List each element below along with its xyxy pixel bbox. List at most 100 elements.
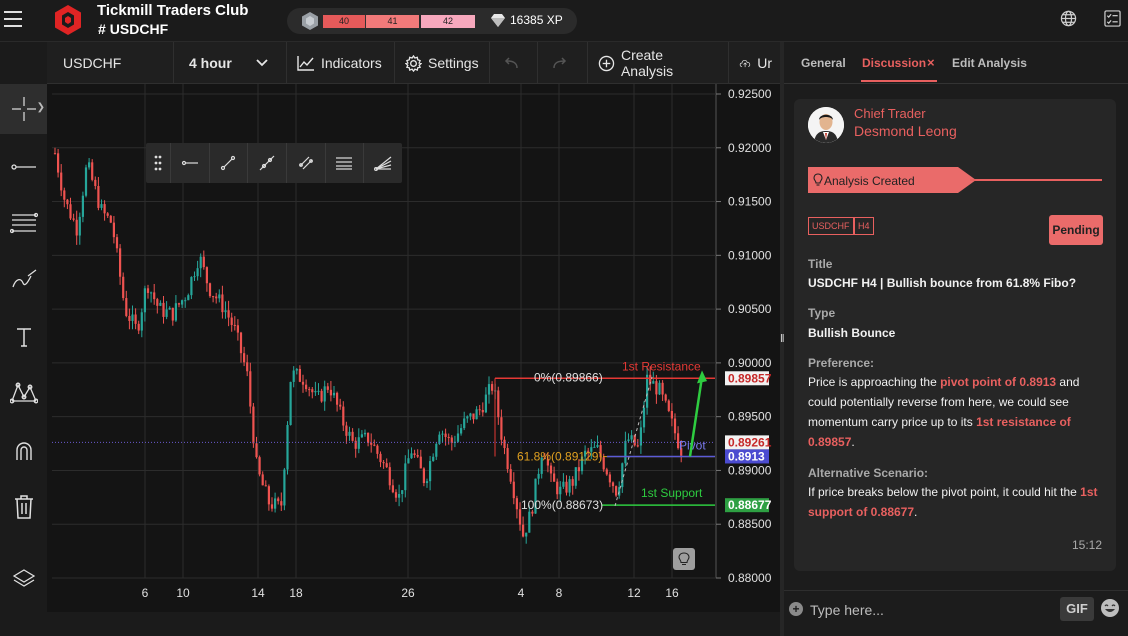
horizontal-ray-button[interactable] [169,143,209,183]
candle-body [131,314,134,321]
candle-body [140,312,143,331]
close-tab-icon[interactable]: × [927,55,935,70]
redo-button[interactable] [538,42,588,84]
line-tool[interactable] [0,142,47,192]
tab-general[interactable]: General [801,56,846,70]
interval-selector[interactable]: 4 hour [174,42,287,84]
redo-icon [552,57,566,69]
candle-body [323,386,326,402]
candle-body [509,469,512,482]
candle-body [252,406,255,444]
candle-body [416,454,419,457]
undo-button[interactable] [490,42,538,84]
candlestick-chart[interactable]: 1st Resistance0%(0.89866)61.8%(0.89129)P… [47,84,782,612]
candle-body [472,413,475,420]
layers-tool[interactable] [0,554,47,604]
x-tick-label: 8 [556,586,563,600]
message-composer: + GIF [784,590,1128,630]
horizontal-line-icon [10,164,36,170]
candle-body [630,435,633,440]
candle-body [295,368,298,371]
fib-levels-button[interactable] [324,143,364,183]
candle-body [599,445,602,458]
candle-body [332,392,336,396]
candle-body [119,248,122,277]
resistance-tag-label: 0.89857 [728,371,772,385]
candle-body [187,295,190,301]
candle-body [81,195,84,217]
xp-value: 16385 XP [510,13,563,27]
candle-body [444,433,447,437]
emoji-icon[interactable] [1100,598,1120,618]
candle-body [379,453,382,463]
candle-body [122,276,125,299]
pivot-tag-label: 0.8913 [728,449,765,463]
candle-body [624,440,627,464]
upload-button[interactable]: Ur [729,42,782,84]
extended-line-button[interactable] [247,143,286,183]
gif-button[interactable]: GIF [1060,597,1094,621]
candle-body [156,299,159,306]
candle-body [342,406,345,426]
fib-fan-button[interactable] [363,143,402,183]
chevron-right-icon[interactable]: ❯ [36,102,45,113]
floating-draw-toolbar [146,143,402,183]
create-analysis-button[interactable]: Create Analysis [588,42,729,84]
candle-body [568,479,571,493]
fib-618-label: 61.8%(0.89129) [517,450,602,464]
chart-footer [47,612,782,636]
candle-body [277,498,280,502]
trader-name[interactable]: Desmond Leong [854,123,957,139]
candle-body [91,162,94,180]
parallel-channel-button[interactable] [285,143,325,183]
pivot-tag [725,449,769,464]
tickmill-logo[interactable] [52,4,84,36]
crosshair-tool[interactable]: ❯ [0,84,47,134]
candle-body [435,443,438,457]
y-tick-label: 0.90500 [728,302,772,316]
crosshair-icon [11,97,36,121]
indicators-button[interactable]: Indicators [287,42,395,84]
settings-button[interactable]: Settings [395,42,490,84]
message-input[interactable] [810,600,1050,620]
candle-body [298,368,301,382]
resize-grip-icon[interactable]: ‖ [780,333,785,345]
tab-edit-analysis[interactable]: Edit Analysis [952,56,1027,70]
analysis-title: USDCHF H4 | Bullish bounce from 61.8% Fi… [808,276,1077,290]
candle-body [559,486,562,495]
candle-body [329,389,332,396]
fib-tool[interactable] [0,198,47,248]
parallel-channel-icon [298,156,313,170]
candle-body [605,469,608,475]
candle-body [407,458,410,464]
symbol-selector[interactable]: USDCHF [47,42,174,84]
panel-divider[interactable] [780,42,784,636]
text-tool[interactable] [0,312,47,362]
globe-icon[interactable] [1060,10,1077,27]
delete-tool[interactable] [0,482,47,532]
candle-body [305,384,308,390]
drag-handle-icon[interactable] [146,143,170,183]
candle-body [618,487,621,496]
tab-discussion[interactable]: Discussion [862,56,927,70]
pattern-tool[interactable] [0,368,47,418]
candle-body [208,283,212,297]
candle-body [345,425,348,436]
checklist-icon[interactable] [1104,10,1121,27]
magnet-tool[interactable] [0,426,47,476]
candle-body [391,485,394,493]
menu-icon[interactable] [4,11,22,27]
candle-body [283,469,286,506]
magnet-icon [15,442,32,460]
trend-line-button[interactable] [208,143,248,183]
avatar[interactable] [808,107,844,143]
brush-tool[interactable] [0,254,47,304]
candle-body [553,473,556,482]
candle-body [515,498,518,510]
projection-arrow [688,376,704,457]
drawing-toolbar: ❯ [0,42,47,636]
candle-body [565,481,568,493]
extended-line-icon [259,155,275,171]
candle-body [94,179,97,186]
add-attachment-icon[interactable]: + [789,602,803,616]
